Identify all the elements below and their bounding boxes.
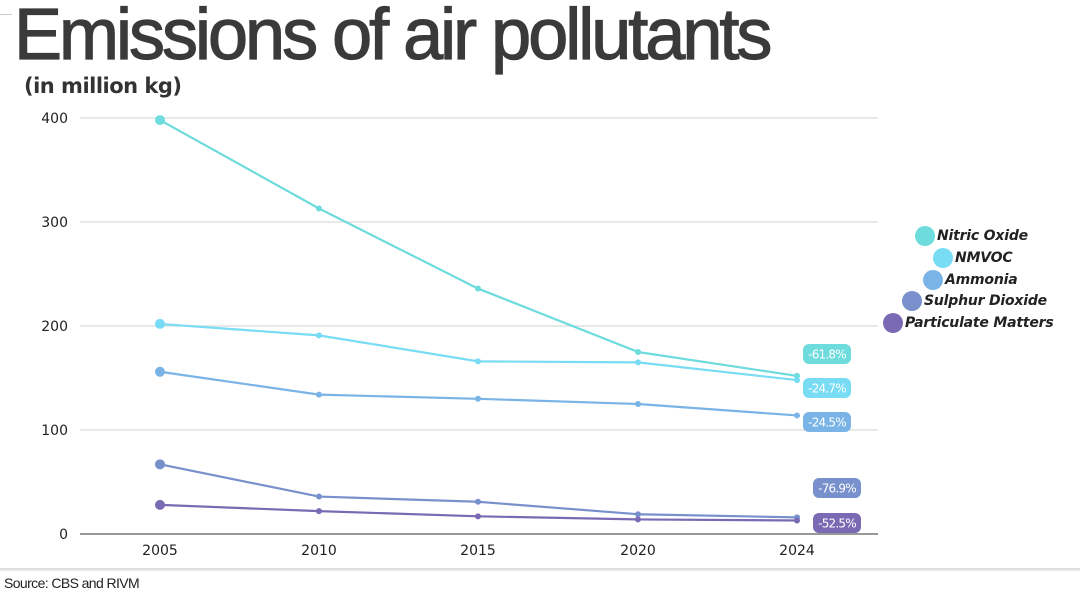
data-point: [475, 358, 481, 365]
change-badge-ammonia: -24.5%: [803, 412, 851, 432]
data-point: [316, 391, 322, 398]
change-badges: -61.8% -24.7% -24.5% -76.9% -52.5%: [803, 344, 861, 533]
data-point: [475, 498, 481, 505]
legend-swatch-icon: [923, 270, 943, 290]
data-point: [155, 459, 165, 470]
series-line: [159, 322, 798, 382]
series-particulate-matters: [155, 499, 800, 524]
y-tick-label: 100: [41, 423, 68, 439]
gridlines: [80, 117, 878, 535]
data-point: [794, 517, 800, 524]
x-tick-label: 2005: [142, 543, 178, 559]
chart-title: Emissions of air pollutants: [13, 0, 773, 76]
data-point: [316, 205, 322, 212]
data-point: [635, 516, 641, 523]
data-point: [316, 493, 322, 500]
legend-item-nmvoc: NMVOC: [933, 248, 1013, 268]
series-line: [159, 370, 798, 417]
y-tick-label: 0: [59, 527, 68, 543]
badge-label: -24.7%: [808, 382, 846, 396]
badge-label: -24.5%: [808, 416, 846, 430]
series-line: [159, 119, 798, 378]
data-point: [475, 513, 481, 520]
series-nitric-oxide: [155, 115, 800, 379]
top-rule: [0, 14, 12, 15]
data-point: [155, 366, 165, 377]
data-point: [155, 115, 165, 126]
legend-swatch-icon: [902, 291, 922, 311]
legend-swatch-icon: [933, 248, 953, 268]
data-point: [155, 318, 165, 329]
footer-divider: [0, 568, 1080, 571]
change-badge-nmvoc: -24.7%: [803, 378, 851, 398]
data-point: [316, 332, 322, 339]
legend-item-ammonia: Ammonia: [923, 270, 1018, 290]
badge-background: [803, 344, 851, 364]
data-point: [794, 377, 800, 384]
legend-label: Nitric Oxide: [937, 228, 1028, 244]
y-tick-label: 300: [41, 215, 68, 231]
legend: Nitric Oxide NMVOC Ammonia Sulphur Dioxide P…: [880, 224, 1080, 344]
badge-background: [813, 478, 861, 498]
legend-label: Ammonia: [945, 272, 1018, 288]
x-tick-label: 2020: [620, 543, 656, 559]
chart-subtitle: (in million kg): [24, 74, 182, 98]
data-point: [635, 401, 641, 407]
data-point: [155, 499, 165, 510]
series-sulphur-dioxide: [155, 459, 800, 521]
legend-label: Sulphur Dioxide: [924, 293, 1047, 309]
x-axis-ticks: 2005 2010 2015 2020 2024: [142, 543, 815, 559]
data-point: [635, 349, 641, 355]
legend-item-sulphur-dioxide: Sulphur Dioxide: [902, 291, 1047, 311]
y-axis-ticks: 0 100 200 300 400: [41, 111, 68, 543]
data-point: [316, 508, 322, 515]
series-nmvoc: [155, 318, 800, 384]
data-point: [635, 359, 641, 366]
data-point: [794, 372, 800, 379]
source-note: Source: CBS and RIVM: [4, 575, 140, 591]
data-point: [475, 285, 481, 292]
series-lines: [155, 115, 800, 524]
legend-item-particulate-matters: Particulate Matters: [883, 313, 1054, 333]
change-badge-sulphur-dioxide: -76.9%: [813, 478, 861, 498]
badge-background: [803, 378, 851, 398]
data-point: [475, 395, 481, 402]
change-badge-particulate-matters: -52.5%: [813, 513, 861, 533]
x-tick-label: 2010: [301, 543, 337, 559]
y-tick-label: 200: [41, 319, 68, 335]
legend-label: NMVOC: [955, 250, 1013, 266]
badge-label: -76.9%: [818, 482, 856, 496]
legend-swatch-icon: [915, 226, 935, 246]
legend-label: Particulate Matters: [905, 315, 1054, 331]
badge-background: [813, 513, 861, 533]
badge-label: -61.8%: [808, 348, 846, 362]
legend-swatch-icon: [883, 313, 903, 333]
x-tick-label: 2024: [779, 543, 815, 559]
series-ammonia: [155, 366, 800, 419]
badge-background: [803, 412, 851, 432]
y-tick-label: 400: [41, 111, 68, 127]
legend-item-nitric-oxide: Nitric Oxide: [915, 226, 1028, 246]
data-point: [794, 412, 800, 419]
badge-label: -52.5%: [818, 517, 856, 531]
change-badge-nitric-oxide: -61.8%: [803, 344, 851, 364]
x-tick-label: 2015: [460, 543, 496, 559]
data-point: [635, 511, 641, 518]
